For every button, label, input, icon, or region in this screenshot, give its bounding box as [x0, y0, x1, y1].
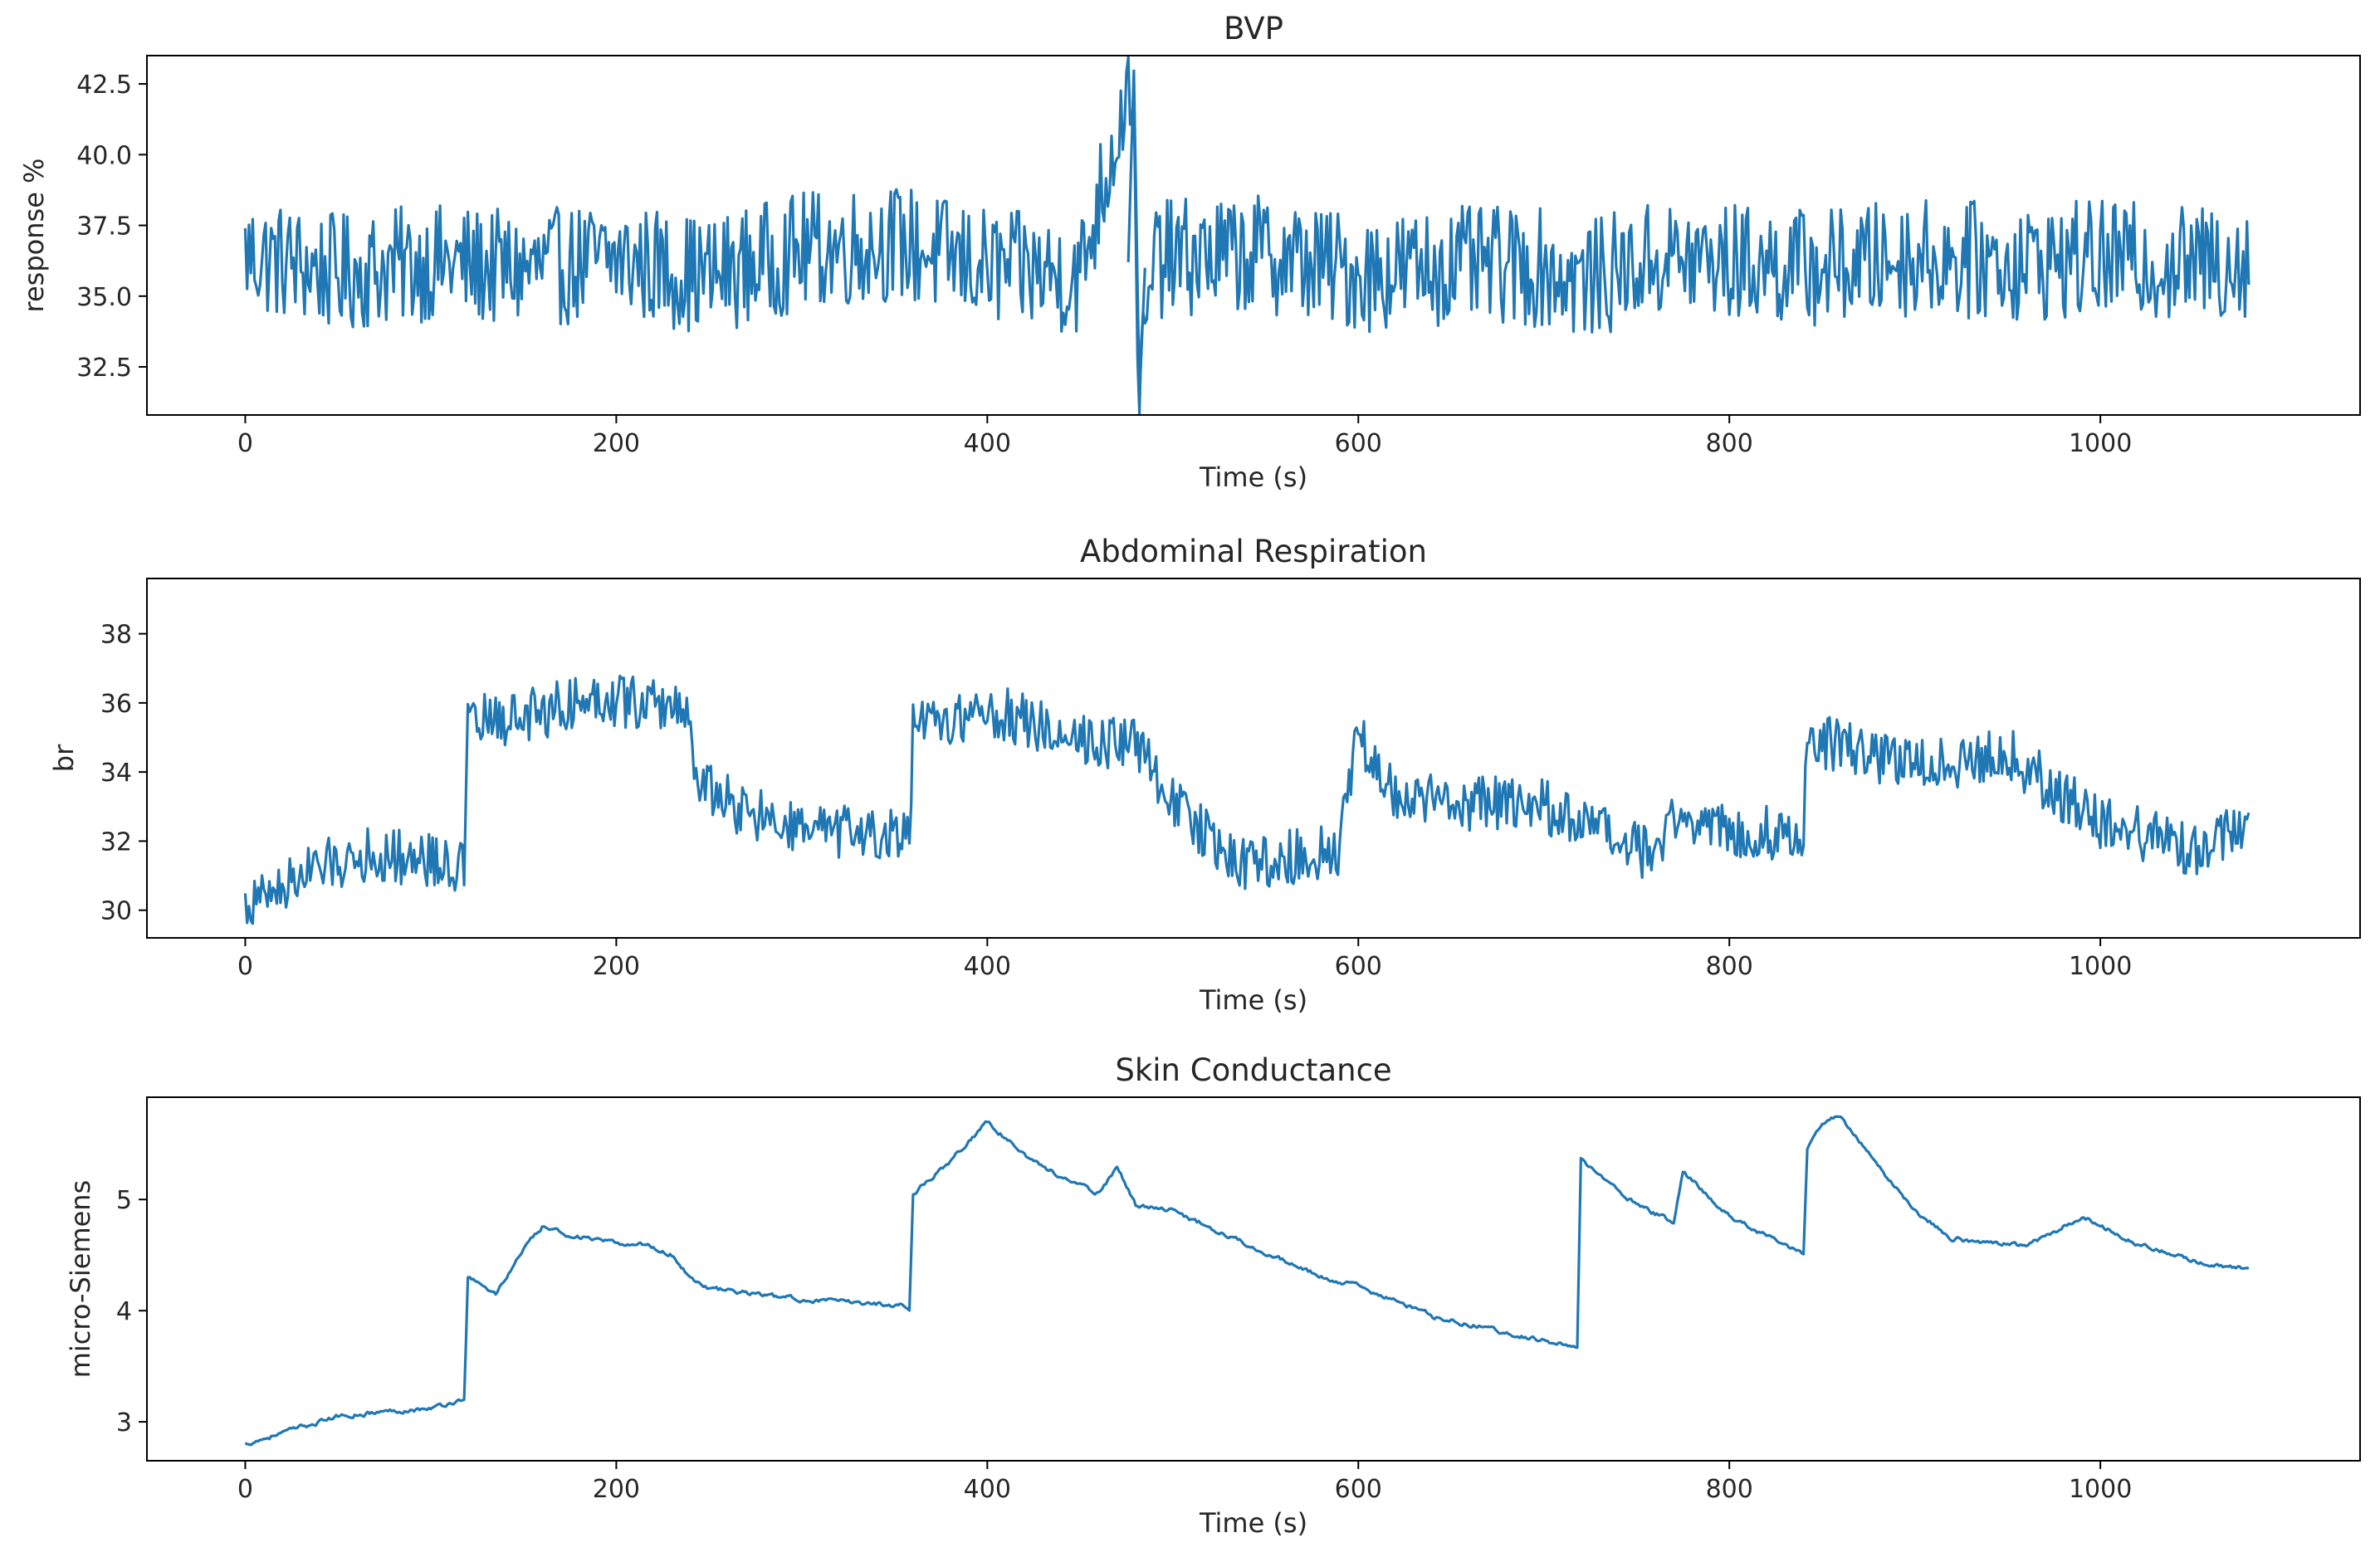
- y-tick-label: 32: [100, 827, 132, 857]
- y-axis-label: br: [48, 744, 80, 772]
- x-tick-label: 1000: [2069, 952, 2132, 981]
- y-tick-label: 32.5: [76, 354, 132, 383]
- x-axis-label: Time (s): [1199, 461, 1307, 493]
- subplot-3: 0 200 400 600 800 1000 3 4 5 Skin Conductance Time…: [65, 1052, 2361, 1539]
- y-axis-label: micro-Siemens: [65, 1180, 96, 1379]
- axes-frame-3: [146, 1096, 2361, 1462]
- x-tick-label: 800: [1706, 1475, 1753, 1504]
- x-tick-label: 400: [964, 429, 1011, 458]
- y-tick-label: 36: [100, 690, 132, 719]
- chart-title: BVP: [1224, 11, 1283, 46]
- x-tick-label: 0: [237, 1475, 253, 1504]
- y-tick-label: 38: [100, 621, 132, 650]
- y-tick-label: 4: [116, 1297, 132, 1326]
- y-tick-label: 3: [116, 1408, 132, 1438]
- x-tick-label: 600: [1335, 1475, 1382, 1504]
- x-tick-label: 200: [593, 1475, 640, 1504]
- x-tick-label: 1000: [2069, 1475, 2132, 1504]
- x-tick-label: 200: [593, 952, 640, 981]
- y-tick-label: 35.0: [76, 283, 132, 312]
- x-tick-label: 0: [237, 952, 253, 981]
- x-tick-label: 1000: [2069, 429, 2132, 458]
- chart-title: Skin Conductance: [1115, 1052, 1391, 1088]
- y-axis-label: response %: [18, 159, 50, 313]
- series-line-2: [243, 674, 2250, 925]
- series-line-3: [244, 1115, 2250, 1447]
- x-axis-label: Time (s): [1199, 1507, 1307, 1539]
- axes-frame-1: [146, 55, 2361, 416]
- x-axis-label: Time (s): [1199, 984, 1307, 1016]
- bvp-spike-line: [1126, 70, 1146, 398]
- y-tick-label: 30: [100, 897, 132, 926]
- series-line-1: [243, 56, 2250, 415]
- subplot-1: 0 200 400 600 800 1000 32.5 35.0 37.5 40.0 42.5 BVP…: [18, 11, 2361, 493]
- axes-frame-2: [146, 578, 2361, 939]
- y-tick-label: 42.5: [76, 71, 132, 100]
- x-tick-label: 600: [1335, 429, 1382, 458]
- y-tick-label: 5: [116, 1186, 132, 1215]
- x-tick-label: 200: [593, 429, 640, 458]
- x-tick-label: 400: [964, 1475, 1011, 1504]
- x-tick-label: 600: [1335, 952, 1382, 981]
- y-tick-label: 40.0: [76, 141, 132, 170]
- y-tick-label: 37.5: [76, 212, 132, 242]
- subplot-2: 0 200 400 600 800 1000 30 32 34 36 38 Abdominal Res…: [48, 534, 2361, 1016]
- y-tick-label: 34: [100, 759, 132, 788]
- x-tick-label: 400: [964, 952, 1011, 981]
- x-tick-label: 800: [1706, 429, 1753, 458]
- x-tick-label: 0: [237, 429, 253, 458]
- x-tick-label: 800: [1706, 952, 1753, 981]
- chart-title: Abdominal Respiration: [1080, 534, 1427, 569]
